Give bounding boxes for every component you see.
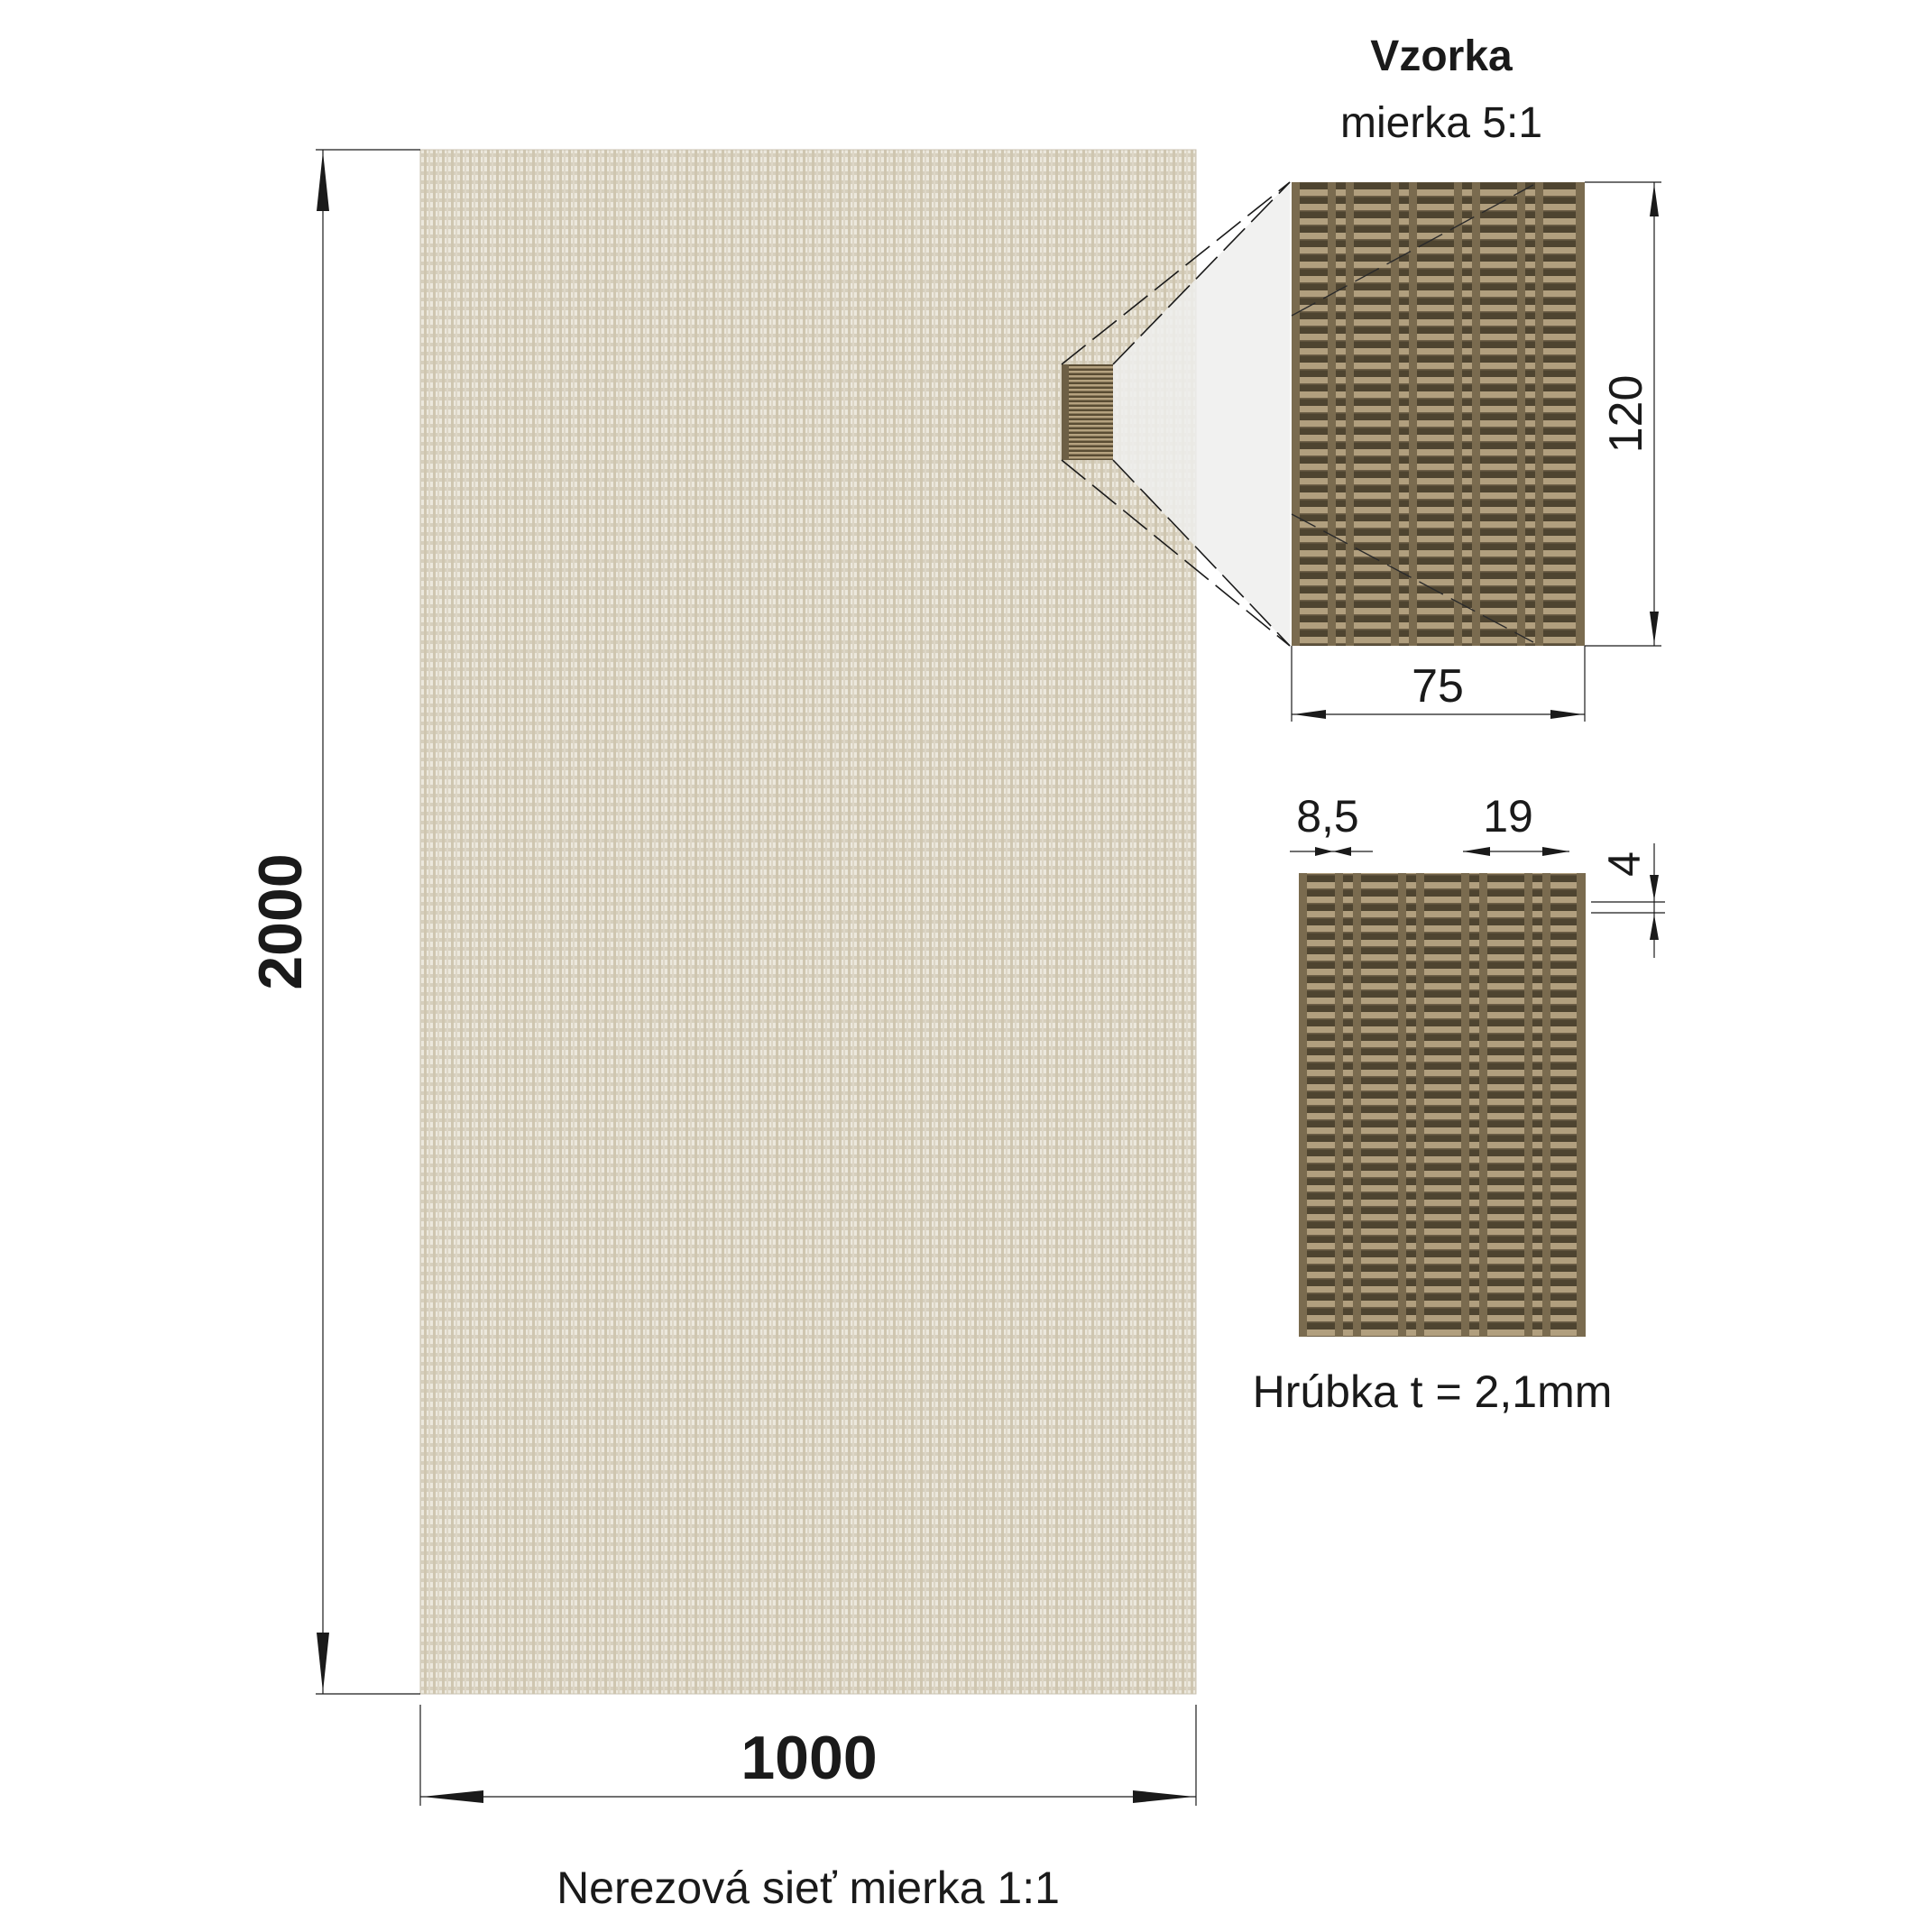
zoom-projection <box>1113 182 1290 646</box>
sample-title: Vzorka <box>1370 32 1513 80</box>
sample-width-dimension <box>1291 646 1586 722</box>
panel-height-label: 2000 <box>246 853 315 989</box>
detail-vertical-wires <box>1299 873 1586 1337</box>
sample-height-label: 120 <box>1600 375 1652 454</box>
detail-dim-a-label: 8,5 <box>1296 791 1359 842</box>
panel-width-label: 1000 <box>741 1724 877 1792</box>
zoom-source-region <box>1062 364 1113 460</box>
detail-dim-b <box>1463 847 1569 856</box>
detail-dim-a <box>1290 847 1373 856</box>
panel-caption: Nerezová sieť mierka 1:1 <box>557 1863 1060 1913</box>
panel-width-dimension <box>419 1705 1197 1806</box>
sample-inner-dashes <box>1291 184 1534 643</box>
sample-width-label: 75 <box>1412 660 1464 713</box>
detail-dim-c <box>1591 843 1665 958</box>
detail-dim-b-label: 19 <box>1483 791 1533 842</box>
sample-vertical-wires <box>1292 182 1585 646</box>
detail-thickness: Hrúbka t = 2,1mm <box>1253 1366 1613 1417</box>
sample-height-dimension <box>1585 181 1661 647</box>
sample-scale: mierka 5:1 <box>1340 99 1542 147</box>
detail-mesh <box>1299 873 1586 1337</box>
zoom-source-edge <box>1062 364 1069 460</box>
zoom-projection-lines <box>1061 181 1291 647</box>
detail-dim-c-label: 4 <box>1599 851 1650 877</box>
panel-height-dimension <box>316 149 420 1695</box>
